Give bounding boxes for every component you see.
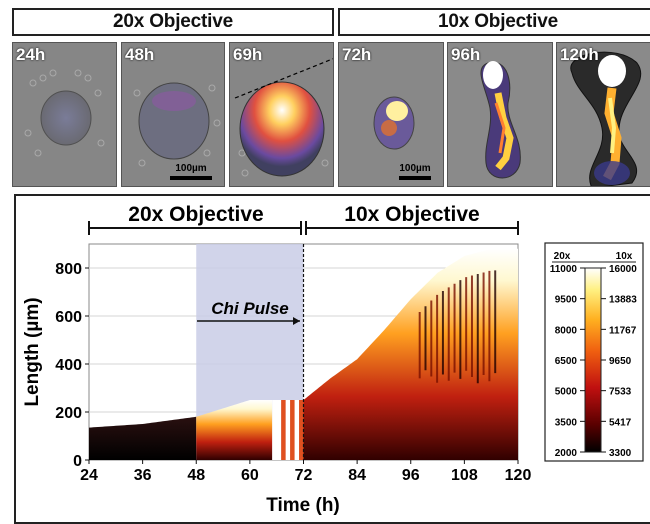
y-axis-ticks: 0 200 400 600 800 [55, 261, 89, 470]
chi-pulse-arrowhead [293, 317, 300, 325]
imaging-gap [294, 400, 300, 460]
legend-10x-value: 3300 [609, 448, 632, 459]
plot-area [88, 243, 519, 461]
header-20x-label: 20x Objective [113, 11, 233, 32]
legend-20x-value: 6500 [555, 356, 578, 367]
heatmap-streaks [272, 270, 497, 460]
y-tick-label: 600 [55, 309, 82, 326]
heatmap-slice [281, 400, 286, 460]
micrograph-96h-image [448, 43, 552, 186]
panel-time-label: 24h [16, 45, 46, 64]
x-tick-label: 36 [134, 467, 152, 484]
header-10x: 10x Objective [338, 8, 650, 36]
scale-bar-20x: 100µm [170, 163, 212, 180]
panel-time-label: 96h [451, 45, 481, 64]
panel-time-label: 120h [560, 45, 599, 64]
panel-time-label: 72h [342, 45, 372, 64]
heatmap-pulse-region [196, 400, 273, 460]
x-tick-label: 24 [80, 467, 98, 484]
imaging-gap [285, 400, 291, 460]
heatmap-slice [299, 400, 304, 460]
x-tick-label: 60 [241, 467, 259, 484]
panel-time-label: 69h [233, 45, 263, 64]
micrograph-69h-image [230, 43, 333, 186]
legend-20x-value: 9500 [555, 295, 578, 306]
legend-10x-value: 11767 [609, 325, 637, 336]
legend-20x-value: 5000 [555, 387, 578, 398]
legend-10x-value: 7533 [609, 387, 632, 398]
y-tick-label: 800 [55, 261, 82, 278]
legend-10x-value: 13883 [609, 295, 637, 306]
legend-20x-value: 2000 [555, 448, 578, 459]
legend-20x-value: 8000 [555, 325, 578, 336]
legend-10x-value: 16000 [609, 264, 637, 275]
x-tick-label: 48 [187, 467, 205, 484]
y-tick-label: 400 [55, 357, 82, 374]
x-axis-label: Time (h) [266, 495, 340, 516]
range-bracket-20x [88, 221, 302, 235]
micrograph-72h-image [339, 43, 443, 186]
range-label-20x: 20x Objective [128, 203, 263, 226]
heatmap-late-region [303, 248, 518, 460]
legend-20x-value: 3500 [555, 417, 578, 428]
header-10x-label: 10x Objective [438, 11, 558, 32]
panel-time-label: 48h [125, 45, 155, 64]
legend-tick-labels: 11000 16000 9500 13883 8000 11767 6500 9650 5000… [550, 264, 638, 459]
legend-20x-value: 11000 [550, 264, 578, 275]
scale-bar-20x-label: 100µm [175, 163, 207, 174]
scale-bar-10x: 100µm [399, 163, 431, 180]
y-tick-label: 0 [73, 453, 82, 470]
y-axis-label: Length (µm) [22, 297, 43, 406]
x-tick-label: 108 [451, 467, 478, 484]
colorbar [584, 267, 602, 453]
header-20x: 20x Objective [12, 8, 334, 36]
scale-bar-10x-label: 100µm [399, 163, 431, 174]
legend-head-20x: 20x [554, 251, 571, 262]
y-tick-label: 200 [55, 405, 82, 422]
imaging-gap [272, 400, 282, 460]
micrograph-69h: 69h [229, 42, 334, 187]
legend-head-10x: 10x [616, 251, 633, 262]
heatmap-early-region [89, 416, 197, 460]
chi-pulse-label: Chi Pulse [211, 299, 288, 318]
micrograph-48h: 48h 100µm [121, 42, 225, 187]
range-label-10x: 10x Objective [344, 203, 479, 226]
legend-10x-value: 5417 [609, 417, 632, 428]
x-tick-label: 72 [295, 467, 313, 484]
micrograph-24h-image [13, 43, 116, 186]
range-bracket-10x [305, 221, 519, 235]
micrograph-24h: 24h [12, 42, 117, 187]
heatmap-slice [290, 400, 295, 460]
micrograph-120h-image [557, 43, 650, 186]
x-axis-ticks: 24 36 48 60 72 84 96 108 120 [80, 460, 531, 484]
micrograph-120h: 120h [556, 42, 650, 187]
x-tick-label: 84 [348, 467, 366, 484]
legend-10x-value: 9650 [609, 356, 632, 367]
micrograph-96h: 96h [447, 42, 553, 187]
x-tick-label: 120 [505, 467, 532, 484]
colorbar-legend: 20x 10x 11000 16000 9500 13883 8000 11767 6500… [544, 242, 644, 462]
micrograph-72h: 72h 100µm [338, 42, 444, 187]
x-tick-label: 96 [402, 467, 420, 484]
micrograph-48h-image [122, 43, 224, 186]
